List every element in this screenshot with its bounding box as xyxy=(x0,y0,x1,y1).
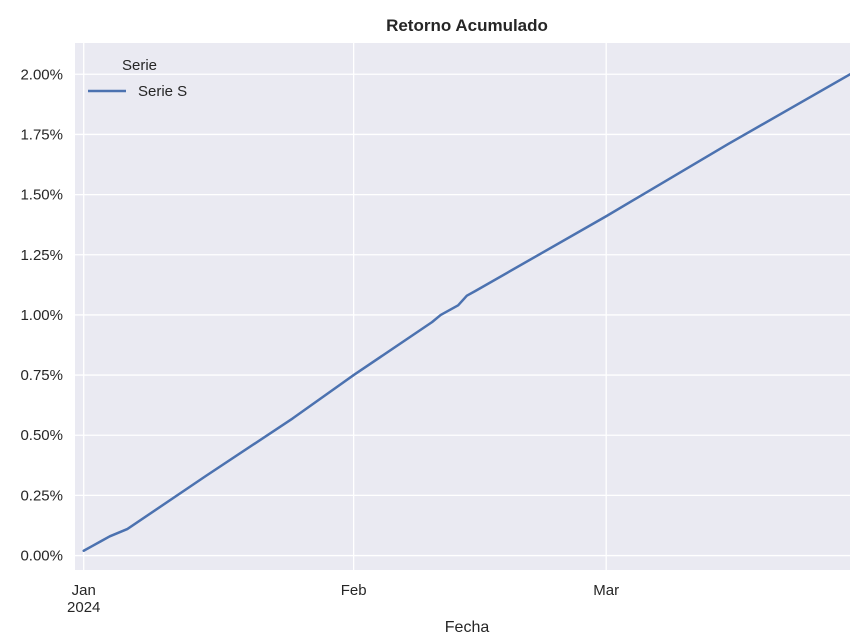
x-tick-label: Jan xyxy=(72,582,96,599)
legend: Serie Serie S xyxy=(88,57,187,100)
grid-lines xyxy=(75,43,850,570)
y-tick-label: 0.25% xyxy=(20,487,63,504)
x-tick-label: Feb xyxy=(341,582,367,599)
y-tick-label: 1.75% xyxy=(20,126,63,143)
y-tick-label: 0.50% xyxy=(20,427,63,444)
y-tick-label: 1.00% xyxy=(20,307,63,324)
x-axis-label: Fecha xyxy=(445,619,490,636)
plot-area xyxy=(75,43,850,570)
y-tick-label: 2.00% xyxy=(20,66,63,83)
series-line-0 xyxy=(82,73,850,552)
legend-title: Serie xyxy=(122,57,157,74)
series-layer xyxy=(82,73,850,552)
y-tick-label: 1.25% xyxy=(20,247,63,264)
y-tick-label: 0.00% xyxy=(20,548,63,565)
x-tick-label: Mar xyxy=(593,582,619,599)
y-tick-labels: 0.00% 0.25% 0.50% 0.75% 1.00% 1.25% 1.50% 1.75%… xyxy=(20,66,63,564)
y-tick-label: 0.75% xyxy=(20,367,63,384)
x-tick-sublabel: 2024 xyxy=(67,599,100,616)
chart-title: Retorno Acumulado xyxy=(386,16,548,35)
legend-label-serie-s: Serie S xyxy=(138,83,187,100)
y-tick-label: 1.50% xyxy=(20,187,63,204)
